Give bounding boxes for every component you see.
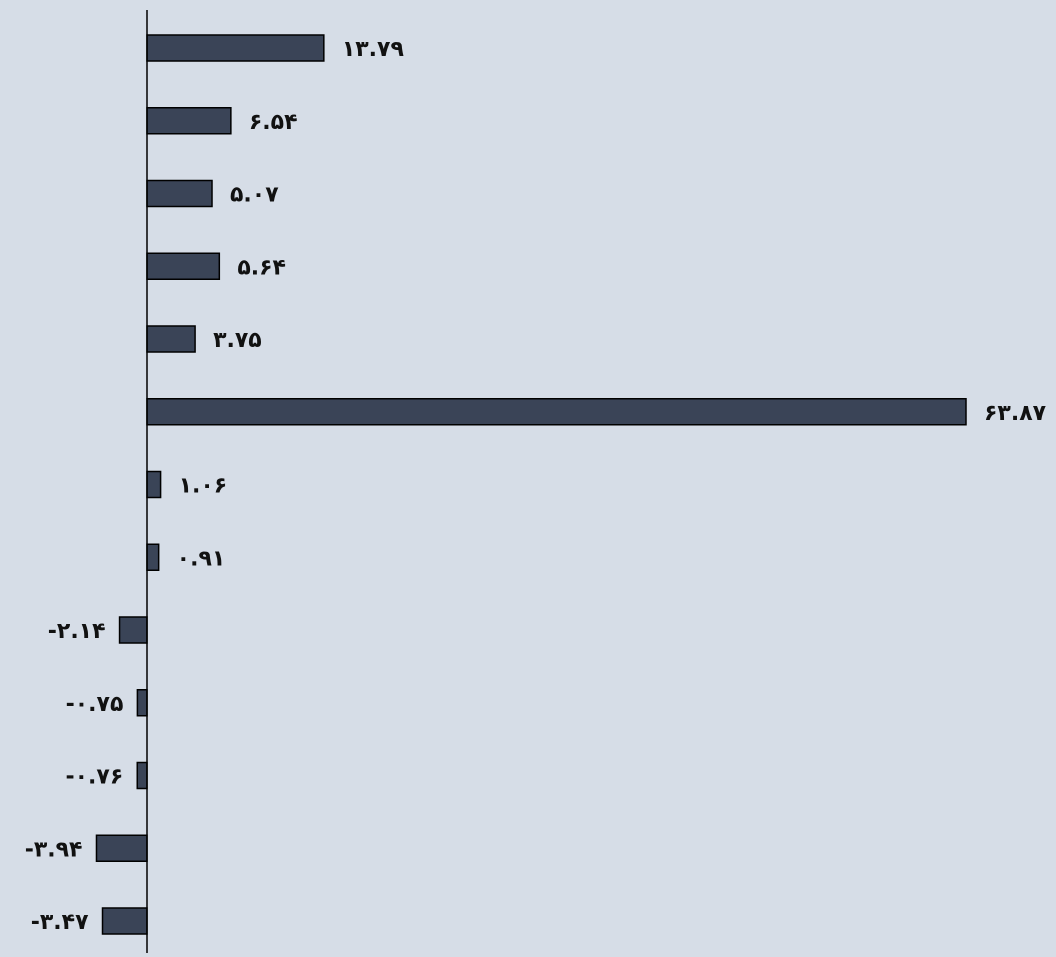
bar [146,470,162,499]
data-label: ۵.۰۷ [230,183,279,208]
data-label: ۱.۰۶ [179,474,228,499]
data-label: -۳.۹۴ [25,837,83,862]
bar [146,34,325,62]
data-label: -۰.۷۶ [65,765,123,790]
bar [136,689,148,717]
bar [118,616,148,644]
data-label: -۲.۱۴ [48,619,106,644]
bar [95,834,148,862]
bar [146,325,196,353]
bar [146,252,221,280]
bar [136,761,148,790]
bar [146,107,232,135]
data-label: ۱۳.۷۹ [342,37,404,62]
data-label: -۰.۷۵ [66,692,124,717]
data-label: -۳.۴۷ [31,910,89,935]
data-label: ۳.۷۵ [213,328,262,353]
data-label: ۵.۶۴ [237,255,286,280]
bar [101,907,148,935]
bar [146,179,213,208]
data-label: ۰.۹۱ [177,546,226,571]
bar [146,398,967,426]
data-label: ۶۳.۸۷ [984,401,1047,426]
bar [146,543,160,571]
data-label: ۶.۵۴ [249,110,298,135]
